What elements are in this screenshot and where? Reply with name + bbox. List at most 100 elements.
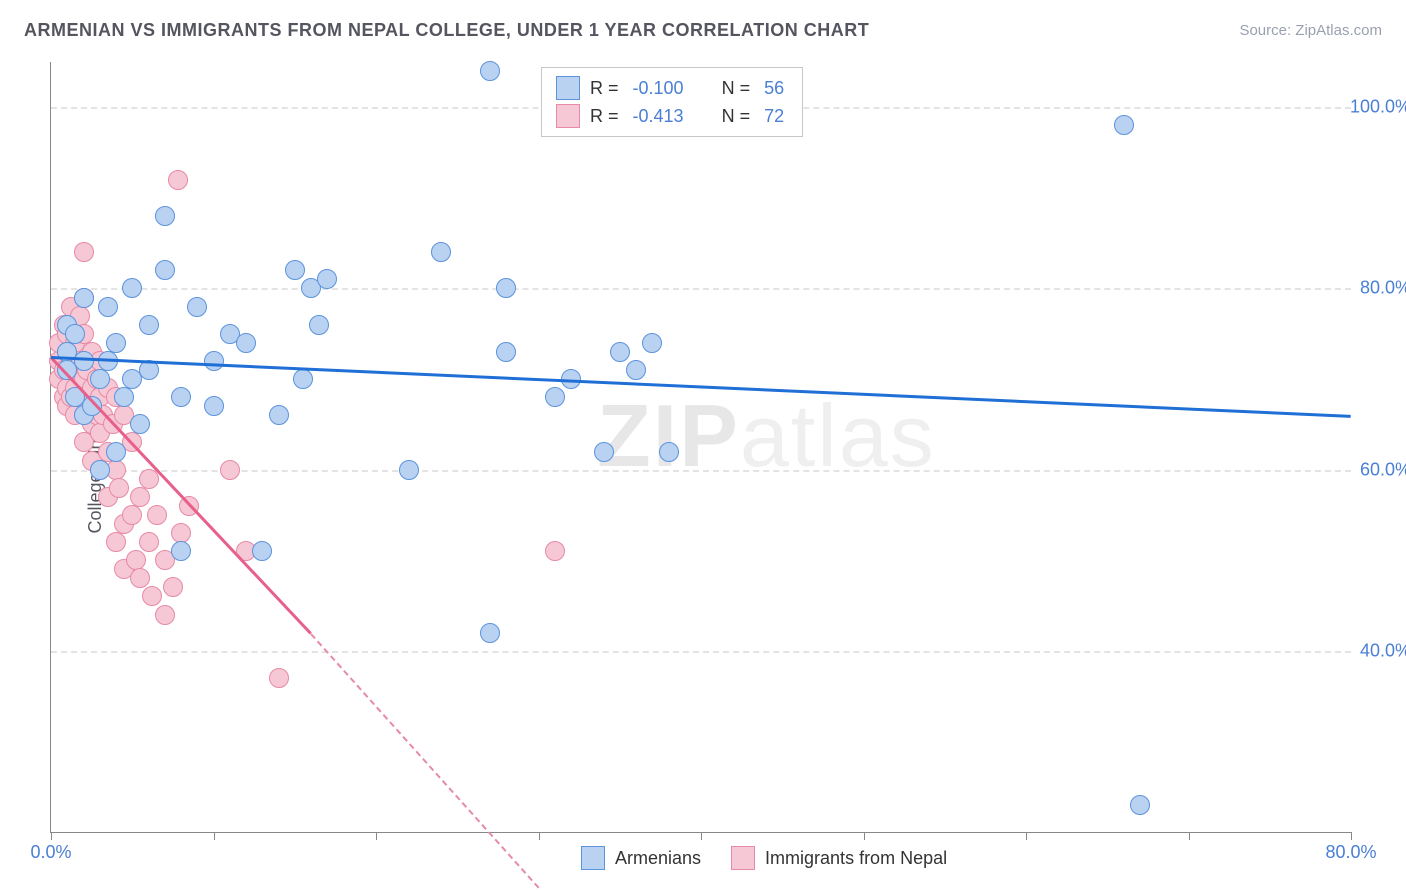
scatter-point: [496, 342, 516, 362]
scatter-point: [147, 505, 167, 525]
scatter-point: [236, 333, 256, 353]
y-tick-label: 60.0%: [1360, 459, 1406, 480]
scatter-point: [496, 278, 516, 298]
scatter-point: [90, 460, 110, 480]
scatter-point: [269, 668, 289, 688]
x-tick: [214, 832, 215, 840]
scatter-point: [545, 541, 565, 561]
scatter-point: [163, 577, 183, 597]
scatter-point: [293, 369, 313, 389]
legend-stats-row: R = -0.413 N = 72: [556, 102, 788, 130]
legend-n-label: N =: [722, 106, 751, 127]
scatter-point: [139, 315, 159, 335]
scatter-point: [155, 605, 175, 625]
scatter-point: [480, 61, 500, 81]
legend-swatch: [581, 846, 605, 870]
scatter-point: [155, 206, 175, 226]
scatter-point: [168, 170, 188, 190]
scatter-point: [285, 260, 305, 280]
scatter-point: [142, 586, 162, 606]
legend-r-label: R =: [590, 78, 619, 99]
legend-n-value: 72: [760, 106, 788, 127]
scatter-point: [594, 442, 614, 462]
scatter-point: [269, 405, 289, 425]
x-tick: [51, 832, 52, 840]
scatter-point: [98, 297, 118, 317]
y-tick-label: 80.0%: [1360, 278, 1406, 299]
x-tick: [1351, 832, 1352, 840]
scatter-point: [309, 315, 329, 335]
legend-r-label: R =: [590, 106, 619, 127]
scatter-point: [114, 387, 134, 407]
scatter-point: [74, 288, 94, 308]
scatter-point: [65, 324, 85, 344]
legend-swatch: [731, 846, 755, 870]
scatter-point: [659, 442, 679, 462]
legend-n-label: N =: [722, 78, 751, 99]
scatter-point: [171, 541, 191, 561]
scatter-point: [130, 414, 150, 434]
scatter-point: [187, 297, 207, 317]
plot-area: ZIPatlas 40.0%60.0%80.0%100.0%0.0%80.0%R…: [50, 62, 1351, 833]
y-tick-label: 40.0%: [1360, 640, 1406, 661]
scatter-point: [431, 242, 451, 262]
scatter-point: [109, 478, 129, 498]
legend-series-label: Immigrants from Nepal: [765, 848, 947, 869]
scatter-point: [317, 269, 337, 289]
legend-r-value: -0.100: [629, 78, 688, 99]
scatter-point: [480, 623, 500, 643]
scatter-point: [126, 550, 146, 570]
scatter-point: [204, 396, 224, 416]
scatter-point: [252, 541, 272, 561]
scatter-point: [122, 278, 142, 298]
scatter-point: [1114, 115, 1134, 135]
y-tick-label: 100.0%: [1350, 97, 1406, 118]
legend-series-item: Armenians: [581, 846, 701, 870]
scatter-point: [74, 351, 94, 371]
watermark: ZIPatlas: [597, 385, 936, 487]
legend-series: Armenians Immigrants from Nepal: [581, 846, 947, 870]
scatter-point: [626, 360, 646, 380]
x-tick: [1189, 832, 1190, 840]
scatter-point: [1130, 795, 1150, 815]
scatter-point: [155, 260, 175, 280]
x-tick: [1026, 832, 1027, 840]
x-tick: [539, 832, 540, 840]
legend-r-value: -0.413: [629, 106, 688, 127]
gridline-h: [51, 288, 1351, 290]
legend-stats: R = -0.100 N = 56 R = -0.413 N = 72: [541, 67, 803, 137]
legend-series-label: Armenians: [615, 848, 701, 869]
scatter-point: [106, 333, 126, 353]
scatter-point: [130, 568, 150, 588]
x-tick: [701, 832, 702, 840]
legend-swatch: [556, 76, 580, 100]
scatter-point: [139, 532, 159, 552]
scatter-point: [90, 369, 110, 389]
scatter-point: [74, 242, 94, 262]
x-tick-label: 80.0%: [1325, 842, 1376, 863]
scatter-point: [106, 532, 126, 552]
scatter-point: [642, 333, 662, 353]
scatter-point: [545, 387, 565, 407]
scatter-point: [106, 442, 126, 462]
legend-stats-row: R = -0.100 N = 56: [556, 74, 788, 102]
x-tick-label: 0.0%: [30, 842, 71, 863]
scatter-point: [399, 460, 419, 480]
scatter-point: [220, 460, 240, 480]
gridline-h: [51, 470, 1351, 472]
trend-line: [51, 356, 1351, 418]
scatter-point: [171, 523, 191, 543]
legend-swatch: [556, 104, 580, 128]
legend-series-item: Immigrants from Nepal: [731, 846, 947, 870]
gridline-h: [51, 651, 1351, 653]
chart-source: Source: ZipAtlas.com: [1239, 22, 1382, 39]
scatter-point: [171, 387, 191, 407]
scatter-point: [610, 342, 630, 362]
x-tick: [376, 832, 377, 840]
chart-title: ARMENIAN VS IMMIGRANTS FROM NEPAL COLLEG…: [24, 20, 869, 41]
legend-n-value: 56: [760, 78, 788, 99]
scatter-point: [130, 487, 150, 507]
scatter-point: [122, 505, 142, 525]
scatter-point: [204, 351, 224, 371]
x-tick: [864, 832, 865, 840]
